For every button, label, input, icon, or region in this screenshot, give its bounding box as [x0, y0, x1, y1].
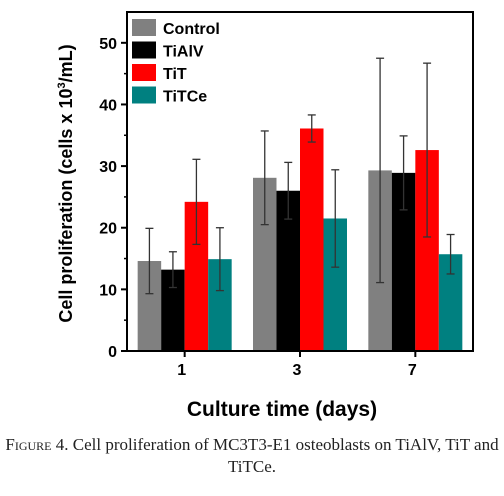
bar — [415, 150, 439, 351]
x-axis-ticks: 1 3 7 — [177, 351, 417, 379]
bar — [161, 269, 185, 351]
y-axis-ticks: 0 10 20 30 40 50 — [99, 36, 127, 361]
bar — [276, 190, 300, 351]
y-tick-label: 30 — [99, 159, 117, 176]
bar — [323, 218, 347, 351]
legend-label: TiTCe — [163, 89, 207, 106]
legend-label: TiT — [163, 66, 187, 83]
bar — [208, 259, 232, 351]
legend-swatch — [132, 86, 156, 104]
caption-label: Figure 4. — [5, 435, 69, 454]
bar — [137, 261, 162, 351]
caption-text: Cell proliferation of MC3T3-E1 osteoblas… — [72, 435, 499, 476]
y-tick-label: 40 — [99, 97, 117, 114]
legend-label: Control — [163, 21, 220, 38]
legend-swatch — [132, 64, 156, 81]
x-tick-label: 7 — [408, 362, 417, 379]
bar-chart: 0 10 20 30 40 50 1 3 7 Control TiAlV TiT TiTCe Cul… — [56, 11, 474, 421]
y-tick-label: 10 — [99, 282, 117, 299]
y-tick-label: 50 — [99, 36, 117, 53]
x-axis-title: Culture time (days) — [187, 398, 377, 421]
error-bars — [145, 57, 455, 295]
bar — [300, 128, 324, 351]
bars — [137, 128, 463, 351]
figure-caption: Figure 4. Cell proliferation of MC3T3-E1… — [0, 434, 504, 478]
bar — [184, 201, 209, 351]
y-tick-label: 20 — [99, 221, 117, 238]
bar — [391, 172, 416, 351]
y-tick-label: 0 — [108, 344, 117, 361]
legend: Control TiAlV TiT TiTCe — [132, 19, 220, 106]
x-tick-label: 1 — [177, 362, 186, 379]
x-tick-label: 3 — [293, 362, 302, 379]
legend-swatch — [132, 19, 156, 36]
y-axis-title: Cell proliferation (cells x 103/mL) — [56, 44, 76, 322]
legend-label: TiAlV — [163, 44, 204, 61]
legend-swatch — [132, 41, 156, 59]
bar — [438, 254, 463, 351]
bar — [253, 177, 277, 351]
plot-frame — [126, 11, 474, 352]
